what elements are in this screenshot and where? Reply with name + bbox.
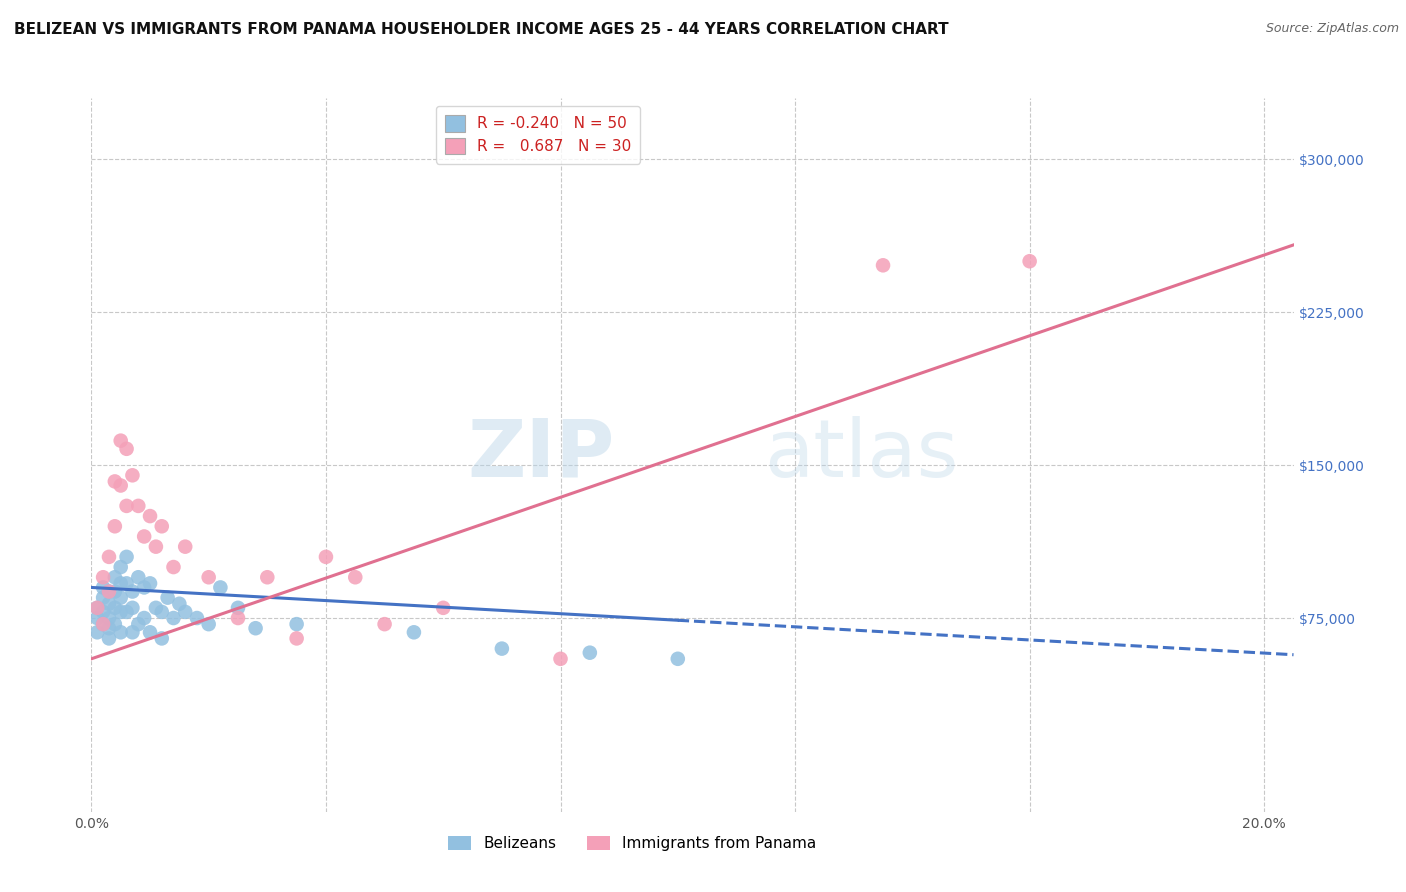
Point [91, 605, 114, 619]
Point [121, 625, 143, 640]
Point [98, 611, 121, 625]
Point [104, 617, 127, 632]
Point [197, 617, 219, 632]
Point [226, 611, 249, 625]
Point [91, 617, 114, 632]
Point [91, 591, 114, 605]
Text: ZIP: ZIP [467, 416, 614, 494]
Point [86, 600, 108, 615]
Point [104, 475, 127, 489]
Point [402, 625, 425, 640]
Point [91, 617, 114, 632]
Point [98, 621, 121, 635]
Point [110, 478, 132, 492]
Point [115, 499, 138, 513]
Point [139, 625, 162, 640]
Point [121, 600, 143, 615]
Point [174, 605, 197, 619]
Point [110, 625, 132, 640]
Point [491, 641, 513, 656]
Point [315, 549, 337, 564]
Point [104, 584, 127, 599]
Point [110, 434, 132, 448]
Point [197, 570, 219, 584]
Point [374, 617, 396, 632]
Point [209, 581, 232, 595]
Point [98, 584, 121, 599]
Legend: Belizeans, Immigrants from Panama: Belizeans, Immigrants from Panama [443, 830, 823, 857]
Point [150, 519, 173, 533]
Point [134, 581, 156, 595]
Point [162, 611, 184, 625]
Point [104, 600, 127, 615]
Point [98, 549, 121, 564]
Point [104, 519, 127, 533]
Point [98, 597, 121, 611]
Point [285, 632, 308, 646]
Point [115, 576, 138, 591]
Point [104, 570, 127, 584]
Point [115, 605, 138, 619]
Text: BELIZEAN VS IMMIGRANTS FROM PANAMA HOUSEHOLDER INCOME AGES 25 - 44 YEARS CORRELA: BELIZEAN VS IMMIGRANTS FROM PANAMA HOUSE… [14, 22, 949, 37]
Point [145, 540, 167, 554]
Point [127, 617, 149, 632]
Point [150, 605, 173, 619]
Point [1018, 254, 1040, 268]
Point [139, 576, 162, 591]
Point [110, 605, 132, 619]
Text: Source: ZipAtlas.com: Source: ZipAtlas.com [1265, 22, 1399, 36]
Point [134, 611, 156, 625]
Point [139, 509, 162, 524]
Point [115, 549, 138, 564]
Point [115, 442, 138, 456]
Point [127, 570, 149, 584]
Point [666, 652, 689, 666]
Point [344, 570, 367, 584]
Point [156, 591, 179, 605]
Point [121, 584, 143, 599]
Point [110, 576, 132, 591]
Point [256, 570, 278, 584]
Point [579, 646, 602, 660]
Point [150, 632, 173, 646]
Point [86, 625, 108, 640]
Point [174, 540, 197, 554]
Point [162, 560, 184, 574]
Point [550, 652, 572, 666]
Point [245, 621, 267, 635]
Point [98, 632, 121, 646]
Point [432, 600, 454, 615]
Point [134, 529, 156, 543]
Point [98, 584, 121, 599]
Point [110, 560, 132, 574]
Point [86, 611, 108, 625]
Point [91, 570, 114, 584]
Point [91, 581, 114, 595]
Point [121, 468, 143, 483]
Point [169, 597, 191, 611]
Point [226, 600, 249, 615]
Point [110, 591, 132, 605]
Point [145, 600, 167, 615]
Point [86, 600, 108, 615]
Point [127, 499, 149, 513]
Point [872, 258, 894, 272]
Point [285, 617, 308, 632]
Text: atlas: atlas [765, 416, 959, 494]
Point [186, 611, 208, 625]
